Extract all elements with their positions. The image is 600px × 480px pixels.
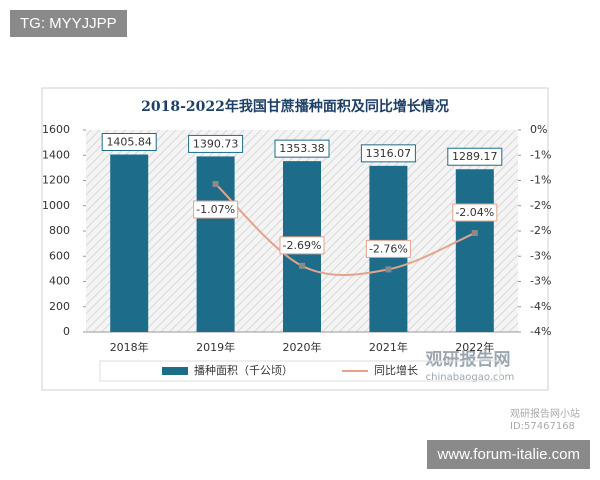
bar-label-box <box>274 139 330 158</box>
y2-tick-label: -3% <box>530 275 551 288</box>
line-marker <box>212 181 219 188</box>
y-tick-label: 1200 <box>42 174 70 187</box>
legend-frame <box>99 360 501 382</box>
line-label: -2.69% <box>283 239 322 252</box>
line-label-box <box>279 236 325 255</box>
x-tick-label: 2022年 <box>455 340 494 354</box>
logo-cn: 观研报告网 <box>425 349 511 370</box>
y-tick-label: 1000 <box>42 199 70 212</box>
line-label-box <box>365 239 411 258</box>
x-tick-label: 2020年 <box>283 340 322 354</box>
line-label-box <box>452 203 498 222</box>
bar <box>455 169 494 332</box>
stamp-id: ID:57467168 <box>510 421 575 432</box>
bar-label: 1390.73 <box>193 137 239 150</box>
line-label: -2.76% <box>369 242 408 255</box>
bar <box>110 154 149 332</box>
stamp-name: 观研报告网小站 <box>510 407 580 420</box>
x-tick-label: 2019年 <box>196 340 235 354</box>
y-tick-label: 0 <box>63 325 70 338</box>
y-tick-label: 600 <box>49 249 70 262</box>
bar-label: 1316.07 <box>366 147 412 160</box>
bar-label-box <box>188 134 244 153</box>
y2-tick-label: -3% <box>530 249 551 262</box>
bar-label: 1405.84 <box>106 136 152 149</box>
y2-tick-label: 0% <box>530 123 547 136</box>
line-marker <box>471 230 478 237</box>
line-label: -2.04% <box>455 206 494 219</box>
line <box>214 183 476 276</box>
y-tick-label: 200 <box>49 300 70 313</box>
bar-label: 1353.38 <box>279 142 325 155</box>
y2-tick-label: -2% <box>530 224 551 237</box>
y2-tick-label: -1% <box>530 148 551 161</box>
tag: TG: MYYJJPP <box>10 10 127 37</box>
y2-tick-label: -1% <box>530 174 551 187</box>
bar-label: 1289.17 <box>452 150 498 163</box>
y-tick-label: 1400 <box>42 148 70 161</box>
legend-label: 同比增长 <box>374 363 418 377</box>
y2-tick-label: -2% <box>530 199 551 212</box>
y2-tick-label: -4% <box>530 325 551 338</box>
legend-swatch <box>162 367 188 375</box>
line-marker <box>385 266 392 273</box>
line-label: -1.07% <box>196 203 235 216</box>
bar-label-box <box>101 133 157 152</box>
bar-label-box <box>447 147 503 166</box>
y-tick-label: 800 <box>49 224 70 237</box>
line-label-box <box>193 200 239 219</box>
chart-title: 2018-2022年我国甘蔗播种面积及同比增长情况 <box>141 98 449 115</box>
x-tick-label: 2021年 <box>369 340 408 354</box>
x-tick-label: 2018年 <box>110 340 149 354</box>
logo-en: chinabaogao.com <box>426 372 515 383</box>
bar-label-box <box>360 144 416 163</box>
line-marker <box>299 262 305 269</box>
legend-label: 播种面积（千公顷） <box>194 363 293 377</box>
site-watermark: www.forum-italie.com <box>427 440 590 469</box>
y-tick-label: 1600 <box>42 123 70 136</box>
y2-tick-label: -4% <box>530 300 551 313</box>
y-tick-label: 400 <box>49 275 70 288</box>
